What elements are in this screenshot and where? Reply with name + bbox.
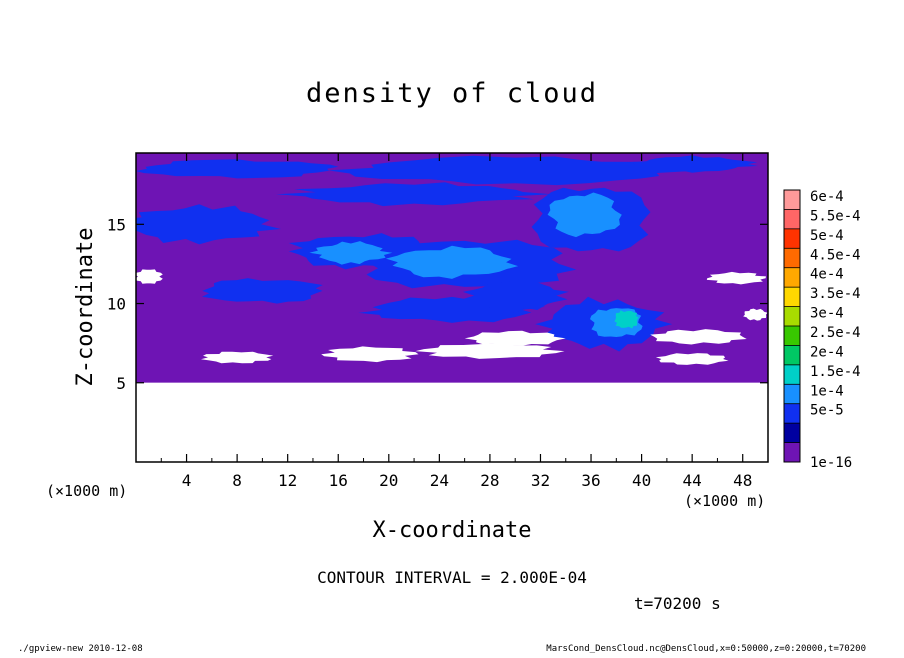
colorbar-label: 2e-4 — [810, 344, 844, 360]
colorbar-label: 4.5e-4 — [810, 247, 861, 263]
footer-right: MarsCond_DensCloud.nc@DensCloud,x=0:5000… — [546, 644, 866, 654]
colorbar-label: 3.5e-4 — [810, 286, 861, 302]
x-unit-left: (×1000 m) — [46, 482, 127, 500]
cloud-blob-low — [202, 278, 323, 304]
y-tick-label: 10 — [107, 295, 126, 314]
x-tick-label: 20 — [379, 471, 398, 490]
x-tick-label: 4 — [182, 471, 192, 490]
colorbar-label: 4e-4 — [810, 267, 844, 283]
colorbar-label: 5e-5 — [810, 403, 844, 419]
colorbar-swatch — [784, 287, 800, 308]
colorbar-label: 3e-4 — [810, 306, 844, 322]
colorbar-label: 2.5e-4 — [810, 325, 861, 341]
time-label: t=70200 s — [634, 594, 721, 613]
colorbar-label: 1e-4 — [810, 383, 844, 399]
clear-gap — [321, 346, 419, 363]
x-tick-label: 24 — [430, 471, 449, 490]
cloud-blob-low — [328, 155, 703, 186]
x-tick-label: 16 — [329, 471, 348, 490]
clear-gap — [201, 351, 274, 364]
cloud-blob-high — [614, 310, 639, 329]
chart-title: density of cloud — [306, 78, 598, 109]
y-axis-label: Z-coordinate — [73, 228, 98, 387]
clear-gap — [650, 329, 747, 345]
clear-gap — [706, 271, 766, 285]
contour-interval: CONTOUR INTERVAL = 2.000E-04 — [317, 568, 587, 587]
y-tick-label: 15 — [107, 215, 126, 234]
cloud-blob-low — [626, 155, 758, 173]
plot-frame — [135, 152, 769, 463]
cloud-blob-mid — [385, 245, 519, 279]
clear-gap — [655, 353, 729, 365]
x-axis: 4 8 12 16 20 24 28 32 36 40 44 48 — [160, 153, 752, 490]
clear-gap — [415, 343, 565, 359]
colorbar-swatch — [784, 423, 800, 444]
colorbar: 6e-4 5.5e-4 5e-4 4.5e-4 4e-4 3.5e-4 3e-4 2.5e-4… — [783, 189, 861, 471]
heatmap-field — [136, 153, 768, 462]
colorbar-label: 1.5e-4 — [810, 364, 861, 380]
x-tick-label: 12 — [278, 471, 297, 490]
colorbar-swatch — [784, 306, 800, 327]
colorbar-swatch — [784, 190, 800, 210]
x-tick-label: 32 — [531, 471, 550, 490]
colorbar-swatch — [784, 267, 800, 288]
x-tick-label: 40 — [632, 471, 651, 490]
y-axis: 5 10 15 — [107, 215, 768, 393]
x-tick-label: 44 — [683, 471, 702, 490]
cloud-blob-low — [136, 159, 339, 179]
colorbar-swatch — [784, 384, 800, 405]
colorbar-label: 5e-4 — [810, 228, 844, 244]
x-tick-label: 48 — [733, 471, 752, 490]
colorbar-swatch — [784, 364, 800, 385]
no-cloud-region — [136, 382, 768, 462]
cloud-blob-mid — [309, 241, 393, 265]
colorbar-swatch — [784, 248, 800, 269]
colorbar-swatch — [784, 442, 800, 463]
x-unit-right: (×1000 m) — [684, 492, 765, 510]
clear-gap — [743, 308, 768, 321]
cloud-blob-low — [276, 182, 553, 207]
colorbar-swatch — [784, 228, 800, 249]
x-tick-label: 8 — [232, 471, 242, 490]
y-tick-label: 5 — [116, 374, 126, 393]
colorbar-label: 5.5e-4 — [810, 208, 861, 224]
x-tick-label: 36 — [581, 471, 600, 490]
cloud-blob-mid — [547, 192, 622, 238]
colorbar-label: 6e-4 — [810, 189, 844, 205]
clear-gap — [136, 269, 163, 284]
footer-left: ./gpview-new 2010-12-08 — [18, 644, 143, 654]
x-axis-label: X-coordinate — [373, 518, 532, 543]
colorbar-swatch — [784, 403, 800, 424]
colorbar-swatch — [784, 326, 800, 346]
colorbar-swatch — [784, 209, 800, 230]
colorbar-swatch — [784, 345, 800, 366]
x-tick-label: 28 — [480, 471, 499, 490]
cloud-blob-low — [136, 204, 281, 245]
cloud-blob-low — [461, 278, 569, 314]
clear-gap — [464, 330, 566, 346]
colorbar-label: 1e-16 — [810, 455, 852, 471]
